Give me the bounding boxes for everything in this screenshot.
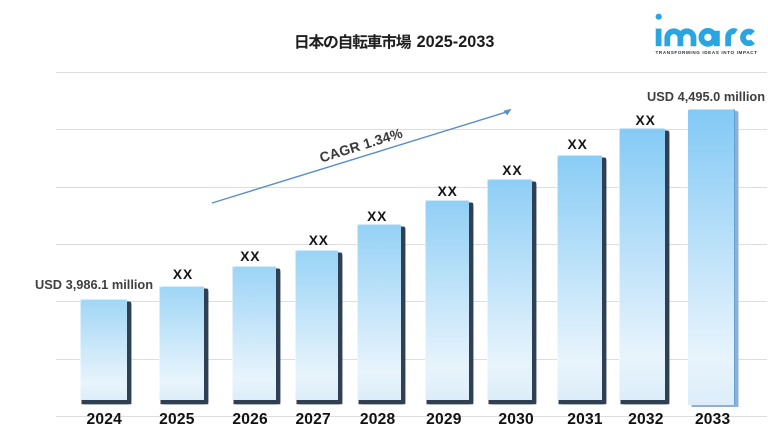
svg-text:TRANSFORMING IDEAS INTO IMPACT: TRANSFORMING IDEAS INTO IMPACT (656, 50, 758, 55)
